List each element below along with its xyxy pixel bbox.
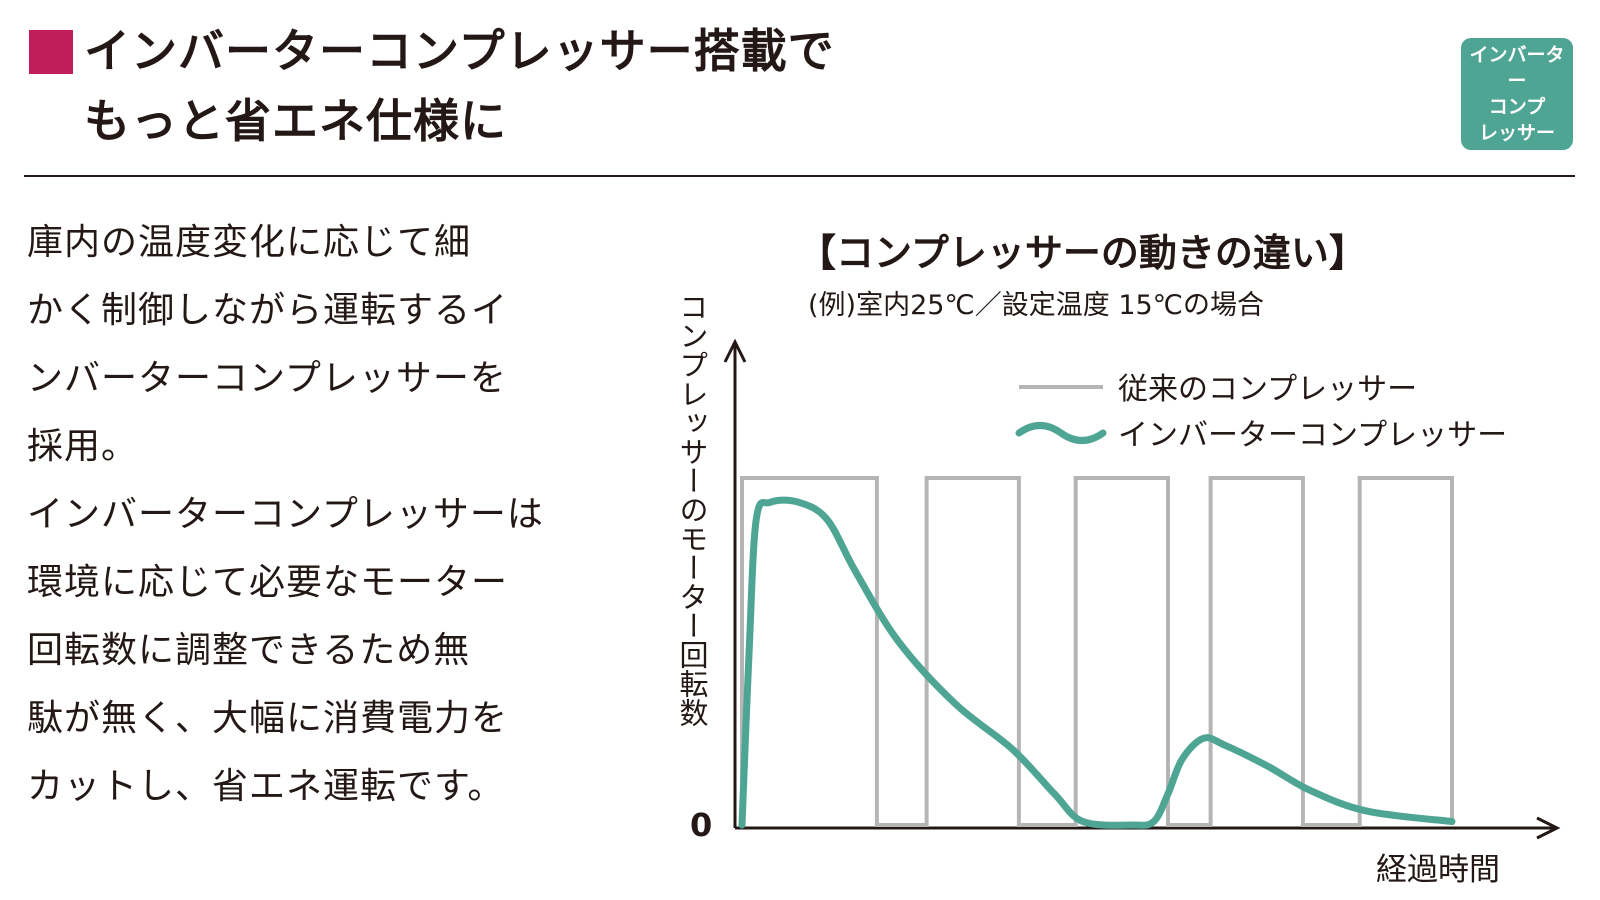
chart-subtitle: (例)室内25℃／設定温度 15℃の場合 <box>808 290 1265 321</box>
description-line: ンバーターコンプレッサーを <box>27 358 507 399</box>
description-line: インバーターコンプレッサーは <box>27 494 544 535</box>
description-line: 回転数に調整できるため無 <box>27 630 471 671</box>
legend-swatch-inverter <box>1015 422 1107 444</box>
chart-title: 【コンプレッサーの動きの違い】 <box>798 231 1367 275</box>
page-title-line-1: インバーターコンプレッサー搭載で <box>84 24 835 78</box>
y-axis-label: コンプレッサーのモーター回転数 <box>675 292 709 727</box>
badge-line: インバーター <box>1469 44 1565 92</box>
inverter-compressor-badge: インバーター コンプ レッサー <box>1461 38 1573 150</box>
series-line-conventional <box>740 476 1454 827</box>
series-line-inverter <box>738 496 1456 829</box>
x-axis-label: 経過時間 <box>1376 852 1500 888</box>
badge-line: レッサー <box>1478 122 1555 144</box>
header-divider <box>24 175 1575 177</box>
title-accent-square <box>29 30 73 74</box>
description-line: 環境に応じて必要なモーター <box>27 562 509 603</box>
page-title-line-2: もっと省エネ仕様に <box>84 94 507 148</box>
description-line: 庫内の温度変化に応じて細 <box>27 222 472 263</box>
description-text: 庫内の温度変化に応じて細 かく制御しながら運転するイ ンバーターコンプレッサーを… <box>27 209 572 821</box>
description-line: 駄が無く、大幅に消費電力を <box>27 698 509 739</box>
description-line: 採用。 <box>27 426 139 467</box>
badge-line: コンプ <box>1488 96 1546 118</box>
x-axis-arrowhead <box>1536 816 1561 840</box>
legend-label-inverter: インバーターコンプレッサー <box>1118 418 1508 453</box>
legend-label-conventional: 従来のコンプレッサー <box>1118 372 1418 407</box>
description-line: かく制御しながら運転するイ <box>27 290 509 331</box>
y-axis-arrowhead <box>723 338 747 363</box>
description-line: カットし、省エネ運転です。 <box>27 766 505 807</box>
y-tick-label-zero: 0 <box>690 806 713 844</box>
